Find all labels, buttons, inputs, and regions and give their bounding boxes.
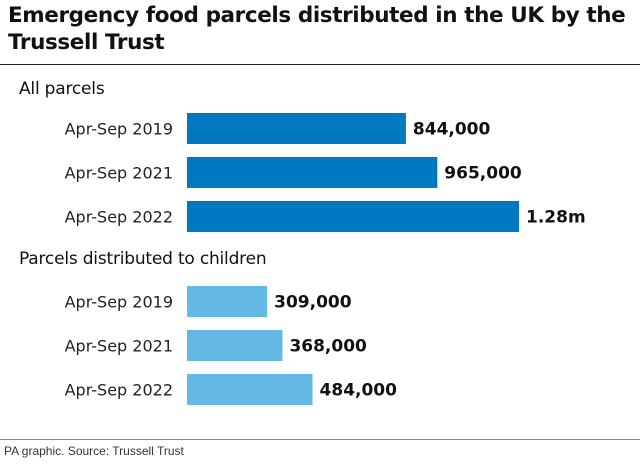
chart-title: Emergency food parcels distributed in th… [8, 3, 626, 55]
category-label: Apr-Sep 2019 [65, 120, 173, 139]
value-label: 1.28m [526, 208, 586, 228]
value-label: 484,000 [320, 381, 398, 401]
bar [187, 286, 268, 317]
bar [187, 113, 406, 144]
source-note: PA graphic. Source: Trussell Trust [4, 444, 184, 458]
category-label: Apr-Sep 2022 [65, 208, 173, 227]
category-label: Apr-Sep 2021 [65, 337, 173, 356]
category-label: Apr-Sep 2021 [65, 164, 173, 183]
bar-chart: Apr-Sep 2019 844,000 Apr-Sep 2021 965,000 Ap… [65, 113, 586, 405]
bar [187, 374, 313, 405]
title-divider [0, 64, 640, 65]
value-label: 965,000 [444, 164, 522, 184]
category-label: Apr-Sep 2022 [65, 381, 173, 400]
value-label: 368,000 [289, 337, 367, 357]
bar [187, 157, 438, 188]
value-label: 309,000 [274, 293, 352, 313]
value-label: 844,000 [413, 120, 491, 140]
bar [187, 330, 283, 361]
bar [187, 201, 519, 232]
section-title-children: Parcels distributed to children [19, 249, 267, 269]
footer-divider [0, 439, 640, 440]
section-title-all-parcels: All parcels [19, 79, 105, 99]
category-label: Apr-Sep 2019 [65, 293, 173, 312]
